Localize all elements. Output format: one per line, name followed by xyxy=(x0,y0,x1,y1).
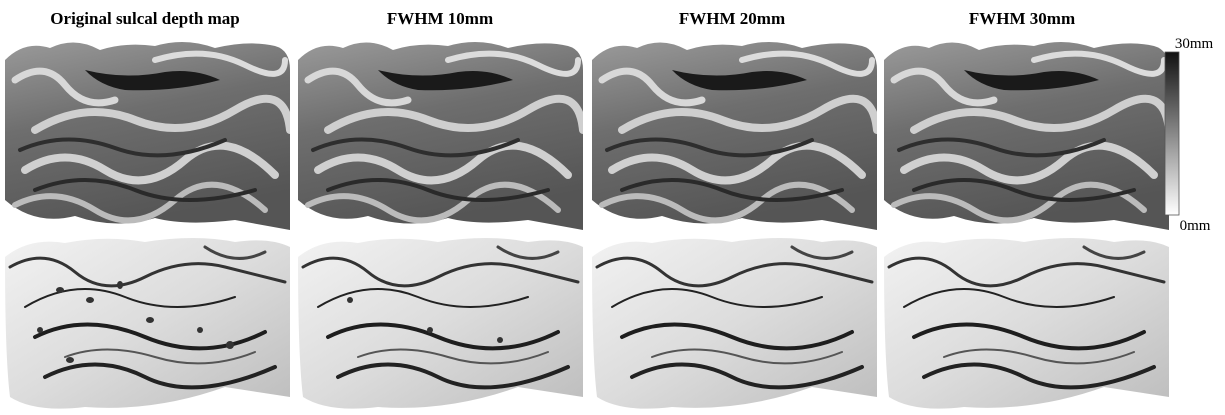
colorbar-max: 30mm xyxy=(1175,36,1214,52)
panel-title: FWHM 20mm xyxy=(679,9,785,28)
flat-map xyxy=(298,238,583,409)
figure: Original sulcal depth map FWHM 10mm FWHM… xyxy=(0,0,1225,415)
depth-map xyxy=(5,42,290,230)
panel-title: FWHM 30mm xyxy=(969,9,1075,28)
flat-map xyxy=(592,238,877,409)
top-row xyxy=(5,42,1169,230)
panel-title: FWHM 10mm xyxy=(387,9,493,28)
depth-map xyxy=(884,42,1169,230)
bottom-row xyxy=(5,238,1169,409)
depth-map xyxy=(592,42,877,230)
titles: Original sulcal depth map FWHM 10mm FWHM… xyxy=(50,9,1075,28)
colorbar-min: 0mm xyxy=(1180,218,1211,234)
colorbar-scale xyxy=(1165,52,1179,215)
panel-title: Original sulcal depth map xyxy=(50,9,239,28)
depth-map xyxy=(298,42,583,230)
flat-map xyxy=(884,238,1169,409)
flat-map xyxy=(5,238,290,409)
colorbar: 30mm 0mm xyxy=(1165,36,1213,234)
